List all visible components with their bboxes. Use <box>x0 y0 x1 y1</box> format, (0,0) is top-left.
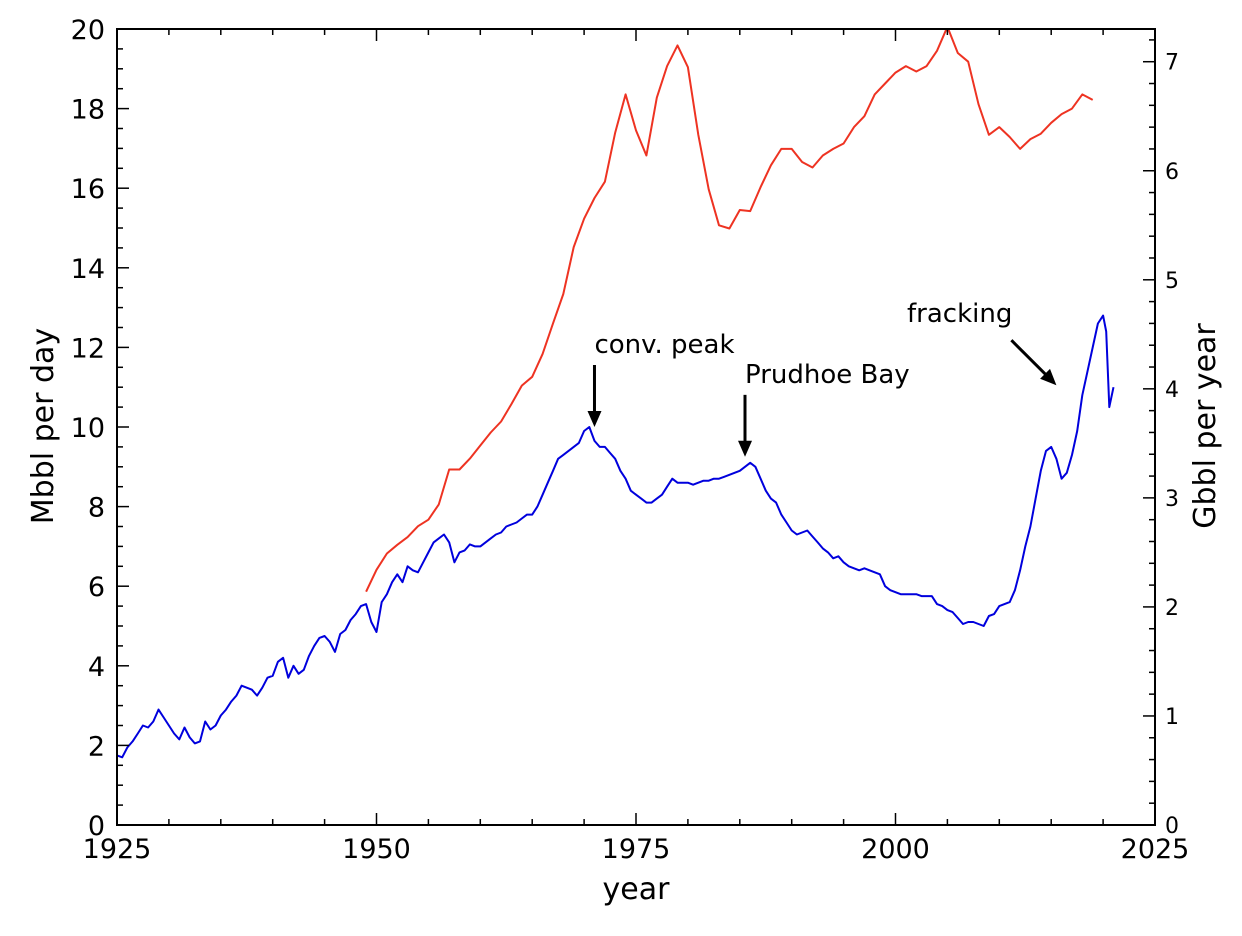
y-axis-title: Mbbl per day <box>26 328 61 524</box>
y-tick-label: 6 <box>88 572 105 603</box>
plot-frame <box>116 28 1156 826</box>
y-tick-label: 8 <box>88 493 105 524</box>
x-tick-label: 1950 <box>342 834 411 865</box>
plot-border <box>116 28 1156 826</box>
y-tick-label: 12 <box>71 333 105 364</box>
x-axis-title: year <box>603 872 671 907</box>
x-tick-label: 1925 <box>83 834 152 865</box>
axis-ticks: 1925 1950 1975 2000 202502468101214161820012… <box>71 15 1190 865</box>
conv-peak-arrow-head <box>587 411 602 427</box>
fracking-label: fracking <box>907 299 1012 329</box>
production-line <box>117 314 1115 759</box>
y2-tick-label: 3 <box>1165 487 1179 512</box>
prudhoe-bay-arrow-head <box>738 440 752 457</box>
y2-tick-label: 1 <box>1165 705 1179 730</box>
annotations: conv. peak Prudhoe Bay fracking <box>587 299 1057 457</box>
y-tick-label: 16 <box>71 174 105 205</box>
consumption-line <box>365 29 1094 593</box>
y2-tick-label: 0 <box>1165 814 1179 839</box>
y-tick-label: 0 <box>88 811 105 842</box>
y-tick-label: 20 <box>71 15 105 46</box>
y2-tick-label: 6 <box>1165 160 1179 185</box>
y2-tick-label: 2 <box>1165 596 1179 621</box>
y-tick-label: 10 <box>71 413 105 444</box>
series-group <box>117 29 1115 759</box>
y2-tick-label: 7 <box>1165 51 1179 76</box>
y-tick-label: 18 <box>71 95 105 126</box>
axis-labels: year Mbbl per day Gbbl per year <box>26 323 1223 907</box>
y-tick-label: 4 <box>88 652 105 683</box>
y2-axis-title: Gbbl per year <box>1188 323 1223 529</box>
x-tick-label: 2025 <box>1121 834 1190 865</box>
y2-tick-label: 5 <box>1165 269 1179 294</box>
y-tick-label: 2 <box>88 731 105 762</box>
y2-tick-label: 4 <box>1165 378 1179 403</box>
fracking-arrow-head <box>1040 368 1057 386</box>
x-tick-label: 2000 <box>861 834 930 865</box>
plot-area <box>117 29 1115 759</box>
y-tick-label: 14 <box>71 254 105 285</box>
x-tick-label: 1975 <box>602 834 671 865</box>
prudhoe-bay-label: Prudhoe Bay <box>745 360 910 390</box>
conv-peak-label: conv. peak <box>594 330 734 360</box>
fracking-arrow-shaft <box>1010 339 1049 378</box>
